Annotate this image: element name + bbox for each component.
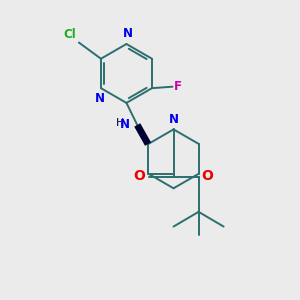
Text: F: F — [174, 80, 182, 93]
Text: O: O — [202, 169, 213, 184]
Text: N: N — [120, 118, 130, 130]
Text: Cl: Cl — [64, 28, 76, 41]
Text: O: O — [133, 169, 145, 184]
Text: N: N — [169, 112, 178, 126]
Text: N: N — [123, 27, 133, 40]
Text: H: H — [116, 118, 124, 128]
Text: N: N — [94, 92, 104, 105]
